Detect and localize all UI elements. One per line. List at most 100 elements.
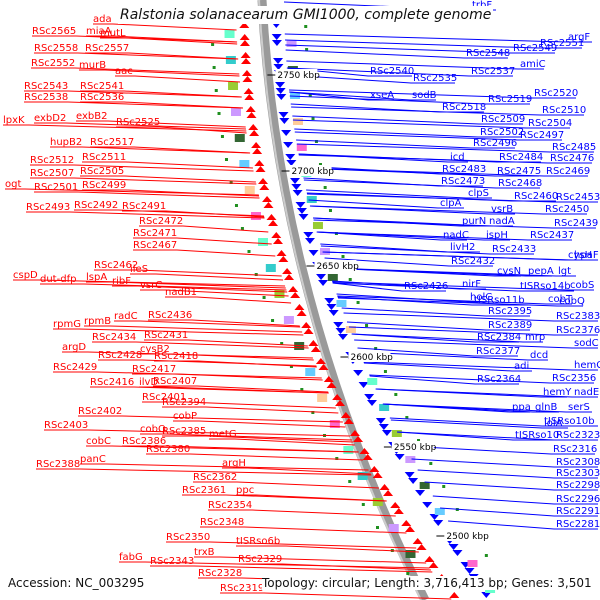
forward-gene-arrow[interactable] (282, 268, 293, 274)
misc-feature-block[interactable] (357, 472, 368, 480)
reverse-gene-label[interactable]: RSc2281 (556, 519, 600, 530)
forward-gene-arrow[interactable] (239, 40, 250, 46)
reverse-gene-label[interactable]: RSc2469 (546, 166, 590, 177)
forward-gene-label[interactable]: trxB (194, 547, 215, 558)
reverse-gene-arrow[interactable] (328, 310, 339, 316)
forward-gene-label[interactable]: miaA (86, 26, 112, 37)
forward-gene-label[interactable]: RSc2328 (198, 568, 242, 579)
reverse-gene-label[interactable]: RSc2509 (481, 114, 525, 125)
forward-gene-label[interactable]: panC (80, 454, 106, 465)
forward-gene-label[interactable]: ribF (112, 276, 131, 287)
reverse-gene-label[interactable]: RSc2433 (492, 244, 536, 255)
reverse-gene-arrow[interactable] (481, 592, 492, 598)
reverse-gene-label[interactable]: glnB (535, 402, 557, 413)
forward-gene-label[interactable]: RSc2418 (154, 351, 198, 362)
reverse-gene-label[interactable]: RSc2496 (473, 138, 517, 149)
forward-gene-label[interactable]: RSc2541 (80, 81, 124, 92)
reverse-gene-arrow[interactable] (304, 238, 315, 244)
forward-gene-arrow[interactable] (239, 22, 250, 28)
forward-gene-label[interactable]: ilvD (139, 377, 158, 388)
forward-gene-arrow[interactable] (393, 508, 404, 514)
forward-gene-arrow[interactable] (252, 148, 263, 154)
forward-gene-label[interactable]: rpmB (84, 316, 111, 327)
forward-gene-label[interactable]: RSc2491 (122, 201, 166, 212)
reverse-gene-label[interactable]: RSc2473 (441, 176, 485, 187)
forward-gene-label[interactable]: lpxK (3, 115, 25, 126)
reverse-gene-label[interactable]: lgt (558, 266, 571, 277)
forward-gene-arrow[interactable] (383, 490, 394, 496)
reverse-gene-label[interactable]: tISRso10 (515, 430, 559, 441)
reverse-gene-label[interactable]: mrp (525, 332, 545, 343)
forward-gene-arrow[interactable] (271, 232, 282, 238)
reverse-gene-label[interactable]: RSc2432 (451, 256, 495, 267)
forward-gene-arrow[interactable] (449, 592, 460, 598)
misc-feature-block[interactable] (329, 420, 340, 428)
reverse-gene-arrow[interactable] (364, 394, 375, 400)
reverse-gene-arrow[interactable] (448, 544, 459, 550)
reverse-gene-label[interactable]: hemC (574, 360, 600, 371)
forward-gene-arrow[interactable] (323, 376, 334, 382)
forward-gene-arrow[interactable] (308, 340, 319, 346)
forward-gene-label[interactable]: aac (115, 66, 133, 77)
reverse-gene-arrow[interactable] (298, 214, 309, 220)
forward-gene-label[interactable]: ileS (130, 264, 148, 275)
reverse-gene-label[interactable]: RSc2549 (513, 43, 557, 54)
reverse-gene-arrow[interactable] (292, 190, 303, 196)
reverse-gene-label[interactable]: RSc2364 (477, 374, 521, 385)
misc-feature-block[interactable] (296, 144, 307, 151)
forward-gene-arrow[interactable] (241, 58, 252, 64)
reverse-gene-arrow[interactable] (296, 208, 307, 214)
forward-gene-label[interactable]: ogt (5, 179, 21, 190)
misc-feature-block[interactable] (379, 404, 390, 411)
reverse-gene-label[interactable]: ispH (486, 230, 508, 241)
reverse-gene-label[interactable]: adi (514, 361, 529, 372)
reverse-gene-label[interactable]: tISRso10b (544, 416, 595, 427)
misc-feature-block[interactable] (434, 508, 445, 515)
forward-gene-label[interactable]: RSc2467 (133, 240, 177, 251)
forward-gene-label[interactable]: RSc2431 (144, 330, 188, 341)
forward-gene-label[interactable]: RSc2538 (24, 92, 68, 103)
reverse-gene-label[interactable]: RSc2484 (499, 152, 543, 163)
forward-gene-label[interactable]: mutL (100, 28, 126, 39)
reverse-gene-label[interactable]: RSc2384 (477, 332, 521, 343)
reverse-gene-label[interactable]: cysH (568, 250, 592, 261)
misc-feature-block[interactable] (419, 482, 430, 489)
reverse-gene-label[interactable]: RSc2548 (466, 48, 510, 59)
reverse-gene-arrow[interactable] (275, 82, 286, 88)
forward-gene-arrow[interactable] (276, 250, 287, 256)
reverse-gene-label[interactable]: livH2 (450, 242, 475, 253)
forward-gene-label[interactable]: RSc2319 (220, 583, 264, 594)
forward-gene-label[interactable]: RSc2354 (208, 500, 252, 511)
forward-gene-label[interactable]: RSc2517 (90, 137, 134, 148)
forward-gene-arrow[interactable] (401, 520, 412, 526)
forward-gene-arrow[interactable] (278, 256, 289, 262)
reverse-gene-label[interactable]: RSc2291 (556, 506, 600, 517)
reverse-gene-arrow[interactable] (408, 478, 419, 484)
forward-gene-arrow[interactable] (332, 394, 343, 400)
forward-gene-arrow[interactable] (241, 70, 252, 76)
misc-feature-block[interactable] (345, 326, 356, 333)
misc-feature-block[interactable] (317, 394, 328, 402)
forward-gene-label[interactable]: RSc2403 (44, 420, 88, 431)
reverse-gene-arrow[interactable] (283, 142, 294, 148)
forward-gene-label[interactable]: RSc2507 (30, 168, 74, 179)
reverse-gene-arrow[interactable] (464, 568, 475, 574)
forward-gene-label[interactable]: murB (79, 60, 106, 71)
forward-gene-label[interactable]: RSc2428 (98, 350, 142, 361)
reverse-gene-label[interactable]: RSc2504 (528, 118, 572, 129)
forward-gene-arrow[interactable] (243, 88, 254, 94)
reverse-gene-label[interactable]: RSc2510 (542, 105, 586, 116)
forward-gene-label[interactable]: metG (209, 429, 237, 440)
reverse-gene-label[interactable]: RSc2296 (556, 494, 600, 505)
forward-gene-label[interactable]: RSc2552 (31, 58, 75, 69)
reverse-gene-label[interactable]: pepA (528, 266, 554, 277)
reverse-gene-label[interactable]: argF (568, 32, 590, 43)
reverse-gene-arrow[interactable] (335, 328, 346, 334)
reverse-gene-label[interactable]: RSc2468 (498, 178, 542, 189)
forward-gene-arrow[interactable] (359, 448, 370, 454)
reverse-gene-label[interactable]: sodB (412, 90, 437, 101)
misc-feature-block[interactable] (336, 300, 347, 307)
misc-feature-block[interactable] (292, 118, 303, 125)
forward-gene-arrow[interactable] (424, 556, 435, 562)
